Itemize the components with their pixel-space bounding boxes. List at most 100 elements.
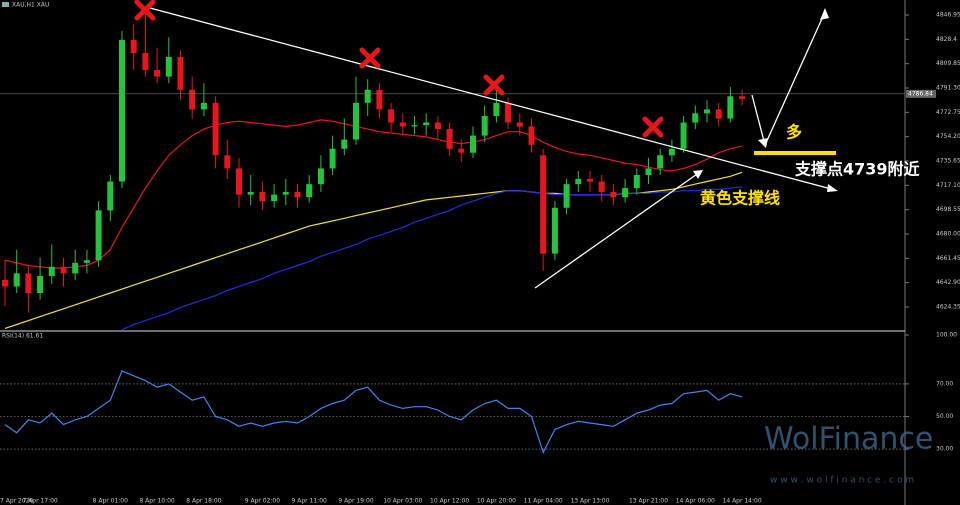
candle-body	[411, 125, 418, 127]
candle-body	[668, 148, 675, 156]
y-tick-label: 4772.75	[936, 109, 960, 116]
candle-body	[236, 168, 242, 195]
x-tick-label: 13 Apr 13:00	[570, 498, 609, 505]
candle-body	[704, 109, 710, 114]
x-tick-label: 8 Apr 18:00	[186, 498, 221, 505]
candle-body	[154, 70, 161, 77]
candle-body	[481, 115, 488, 136]
arrow-head	[693, 170, 703, 179]
candle-body	[107, 181, 114, 211]
candle-body	[95, 210, 102, 261]
y-tick-label: 4828.4	[936, 36, 957, 43]
candle-body	[610, 192, 617, 198]
candle-body	[142, 52, 149, 71]
x-tick-label: 9 Apr 19:00	[338, 498, 373, 505]
candle-body	[657, 155, 664, 169]
x-tick-label: 10 Apr 03:00	[383, 498, 422, 505]
x-marker	[134, 0, 156, 21]
candle-body	[119, 39, 125, 182]
y-tick-label: 4698.55	[936, 206, 960, 213]
y-tick-label: 70.00	[936, 380, 953, 387]
candle-body	[317, 168, 324, 185]
candle-body	[587, 178, 593, 182]
y-tick-label: 4754.20	[936, 133, 960, 140]
candle-body	[633, 174, 640, 189]
candle-body	[692, 113, 699, 123]
y-tick-label: 100.00	[936, 332, 957, 339]
candle-body	[60, 266, 67, 274]
x-tick-label: 9 Apr 11:00	[292, 498, 327, 505]
x-markers	[134, 0, 664, 138]
arrow-head	[758, 138, 768, 148]
candle-body	[493, 102, 500, 116]
x-tick-label: 7 Apr 2026	[0, 498, 33, 505]
candle-body	[2, 279, 8, 287]
resistance-line	[149, 7, 836, 191]
candle-body	[200, 102, 207, 110]
candle-body	[329, 148, 336, 169]
x-tick-label: 8 Apr 10:00	[139, 498, 174, 505]
annotation: 多	[786, 123, 802, 142]
y-tick-label: 4624.35	[936, 303, 960, 310]
candle-body	[271, 194, 278, 202]
candle-body	[446, 129, 453, 149]
candle-body	[353, 102, 359, 140]
support-level	[754, 151, 836, 155]
candle-body	[259, 192, 266, 202]
x-marker	[483, 74, 505, 96]
x-tick-label: 9 Apr 02:00	[245, 498, 280, 505]
candle-body	[598, 181, 605, 193]
candle-body	[25, 273, 32, 294]
candle-body	[376, 89, 383, 110]
x-tick-label: 11 Apr 04:00	[524, 498, 563, 505]
candle-body	[37, 275, 44, 294]
candle-body	[458, 148, 465, 153]
annotation: 支撑点4739附近	[794, 160, 920, 179]
watermark-url: w w w . w o l f i n a n c e . c o m	[770, 476, 914, 486]
y-tick-label: 4642.90	[936, 279, 960, 286]
candle-body	[306, 184, 313, 198]
candle-body	[83, 260, 90, 263]
x-tick-label: 14 Apr 06:00	[676, 498, 715, 505]
annotation: 黄色支撑线	[700, 189, 780, 208]
candle-body	[212, 102, 219, 156]
candle-body	[528, 126, 535, 145]
line-series	[4, 370, 743, 454]
y-tick-label: 4661.45	[936, 255, 960, 262]
candle-body	[563, 184, 570, 208]
trend-arrow	[534, 171, 701, 289]
candle-body	[247, 192, 254, 195]
y-tick-label: 4791.30	[936, 85, 960, 92]
candle-body	[282, 192, 289, 195]
y-tick-label: 4717.10	[936, 182, 960, 189]
candle-body	[72, 262, 79, 274]
candle-body	[177, 56, 184, 90]
y-tick-label: 4680.00	[936, 230, 960, 237]
candle-body	[423, 122, 430, 126]
candle-body	[622, 188, 629, 198]
candle-body	[575, 178, 582, 185]
candle-body	[516, 122, 523, 127]
y-tick-label: 4735.65	[936, 157, 960, 164]
candle-body	[294, 192, 301, 198]
candle-body	[680, 122, 687, 149]
x-tick-label: 13 Apr 21:00	[629, 498, 668, 505]
x-tick-label: 10 Apr 20:00	[477, 498, 516, 505]
candle-body	[645, 168, 652, 175]
x-tick-label: 10 Apr 12:00	[430, 498, 469, 505]
watermark-brand: WolFinance	[764, 422, 933, 457]
line-series	[4, 119, 743, 269]
candle-body	[505, 102, 512, 123]
candle-body	[341, 139, 348, 149]
x-marker	[359, 47, 381, 69]
candle-body	[727, 96, 734, 119]
y-tick-label: 30.00	[936, 446, 953, 453]
symbol-icon	[2, 2, 9, 7]
last-price-box	[906, 89, 936, 98]
candle-body	[399, 122, 406, 127]
candle-body	[13, 273, 20, 287]
candle-body	[189, 89, 196, 110]
candle-body	[551, 207, 558, 254]
candle-body	[434, 122, 441, 130]
arrow-head	[820, 8, 829, 20]
